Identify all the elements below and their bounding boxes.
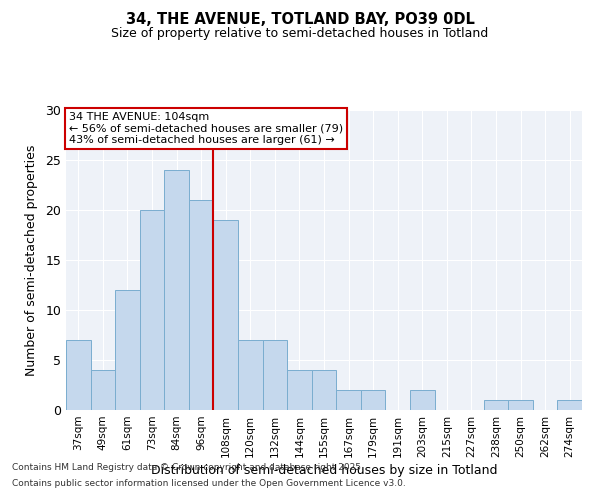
Bar	[287, 370, 312, 410]
Bar	[263, 340, 287, 410]
Bar	[484, 400, 508, 410]
Bar	[312, 370, 336, 410]
Bar	[508, 400, 533, 410]
Text: Contains HM Land Registry data © Crown copyright and database right 2025.: Contains HM Land Registry data © Crown c…	[12, 464, 364, 472]
X-axis label: Distribution of semi-detached houses by size in Totland: Distribution of semi-detached houses by …	[151, 464, 497, 477]
Bar	[214, 220, 238, 410]
Bar	[361, 390, 385, 410]
Y-axis label: Number of semi-detached properties: Number of semi-detached properties	[25, 144, 38, 376]
Bar	[91, 370, 115, 410]
Bar	[410, 390, 434, 410]
Bar	[164, 170, 189, 410]
Bar	[557, 400, 582, 410]
Text: Size of property relative to semi-detached houses in Totland: Size of property relative to semi-detach…	[112, 28, 488, 40]
Text: 34 THE AVENUE: 104sqm
← 56% of semi-detached houses are smaller (79)
43% of semi: 34 THE AVENUE: 104sqm ← 56% of semi-deta…	[68, 112, 343, 144]
Bar	[238, 340, 263, 410]
Text: 34, THE AVENUE, TOTLAND BAY, PO39 0DL: 34, THE AVENUE, TOTLAND BAY, PO39 0DL	[125, 12, 475, 28]
Text: Contains public sector information licensed under the Open Government Licence v3: Contains public sector information licen…	[12, 478, 406, 488]
Bar	[66, 340, 91, 410]
Bar	[189, 200, 214, 410]
Bar	[115, 290, 140, 410]
Bar	[140, 210, 164, 410]
Bar	[336, 390, 361, 410]
